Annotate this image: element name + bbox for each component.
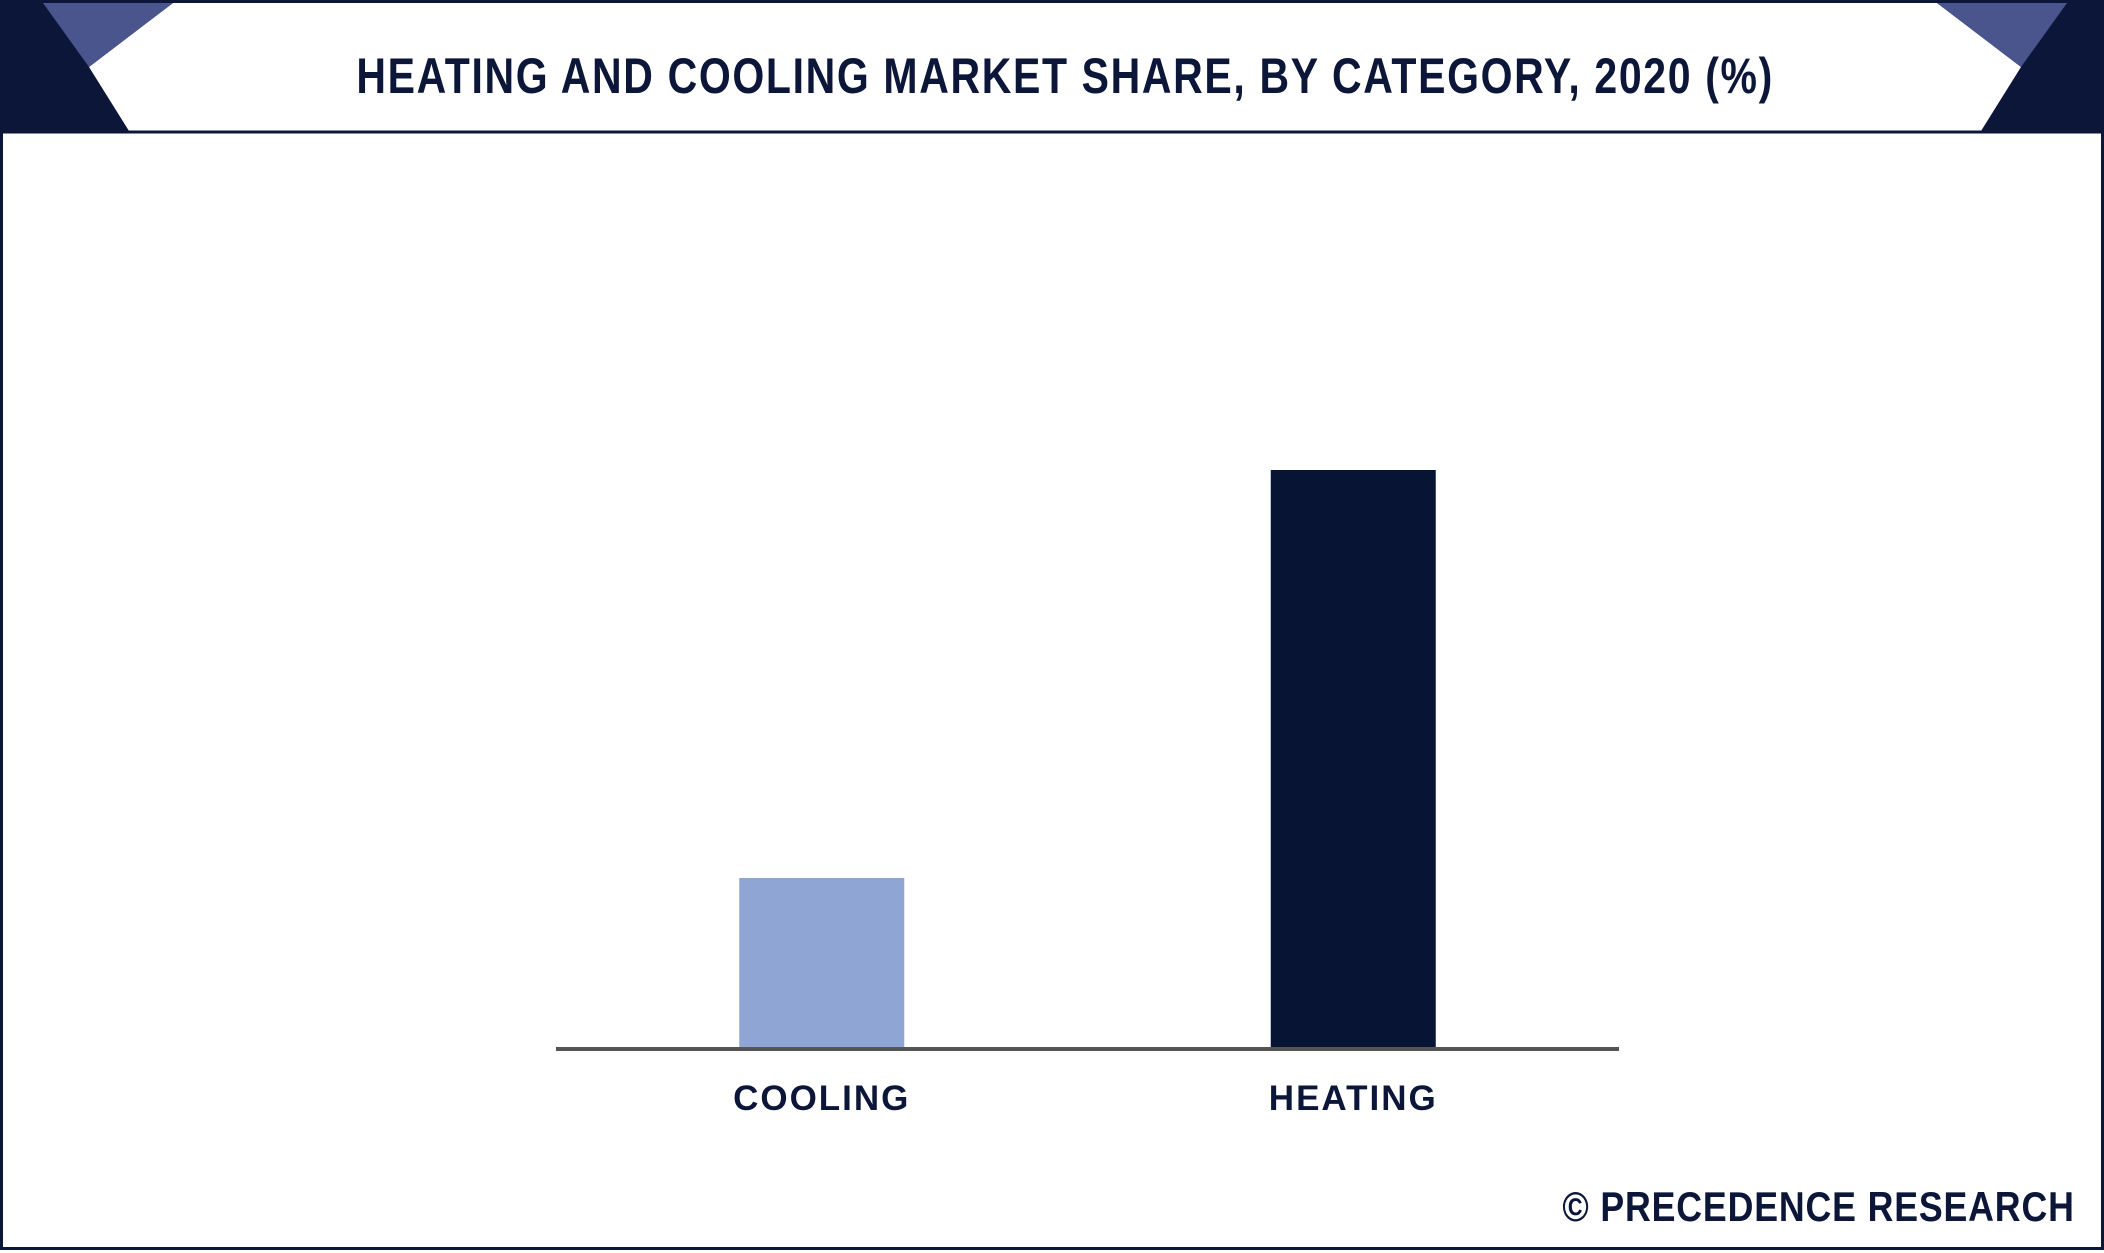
- header-banner: [3, 3, 2104, 134]
- bar-heating: [1270, 470, 1436, 1049]
- category-label-group: COOLING HEATING: [733, 1079, 1438, 1118]
- header-band-right: [1937, 3, 2104, 131]
- chart-title: HEATING AND COOLING MARKET SHARE, BY CAT…: [356, 48, 1774, 104]
- header-accent-right: [1937, 3, 2067, 67]
- x-tick-label-cooling: COOLING: [733, 1079, 910, 1118]
- bar-group: [739, 470, 1436, 1049]
- x-tick-label-heating: HEATING: [1269, 1079, 1438, 1118]
- header-accent-left: [43, 3, 173, 67]
- bar-cooling: [739, 878, 905, 1049]
- source-credit: © PRECEDENCE RESEARCH: [1562, 1183, 2075, 1230]
- bar-chart: COOLING HEATING: [556, 470, 1619, 1118]
